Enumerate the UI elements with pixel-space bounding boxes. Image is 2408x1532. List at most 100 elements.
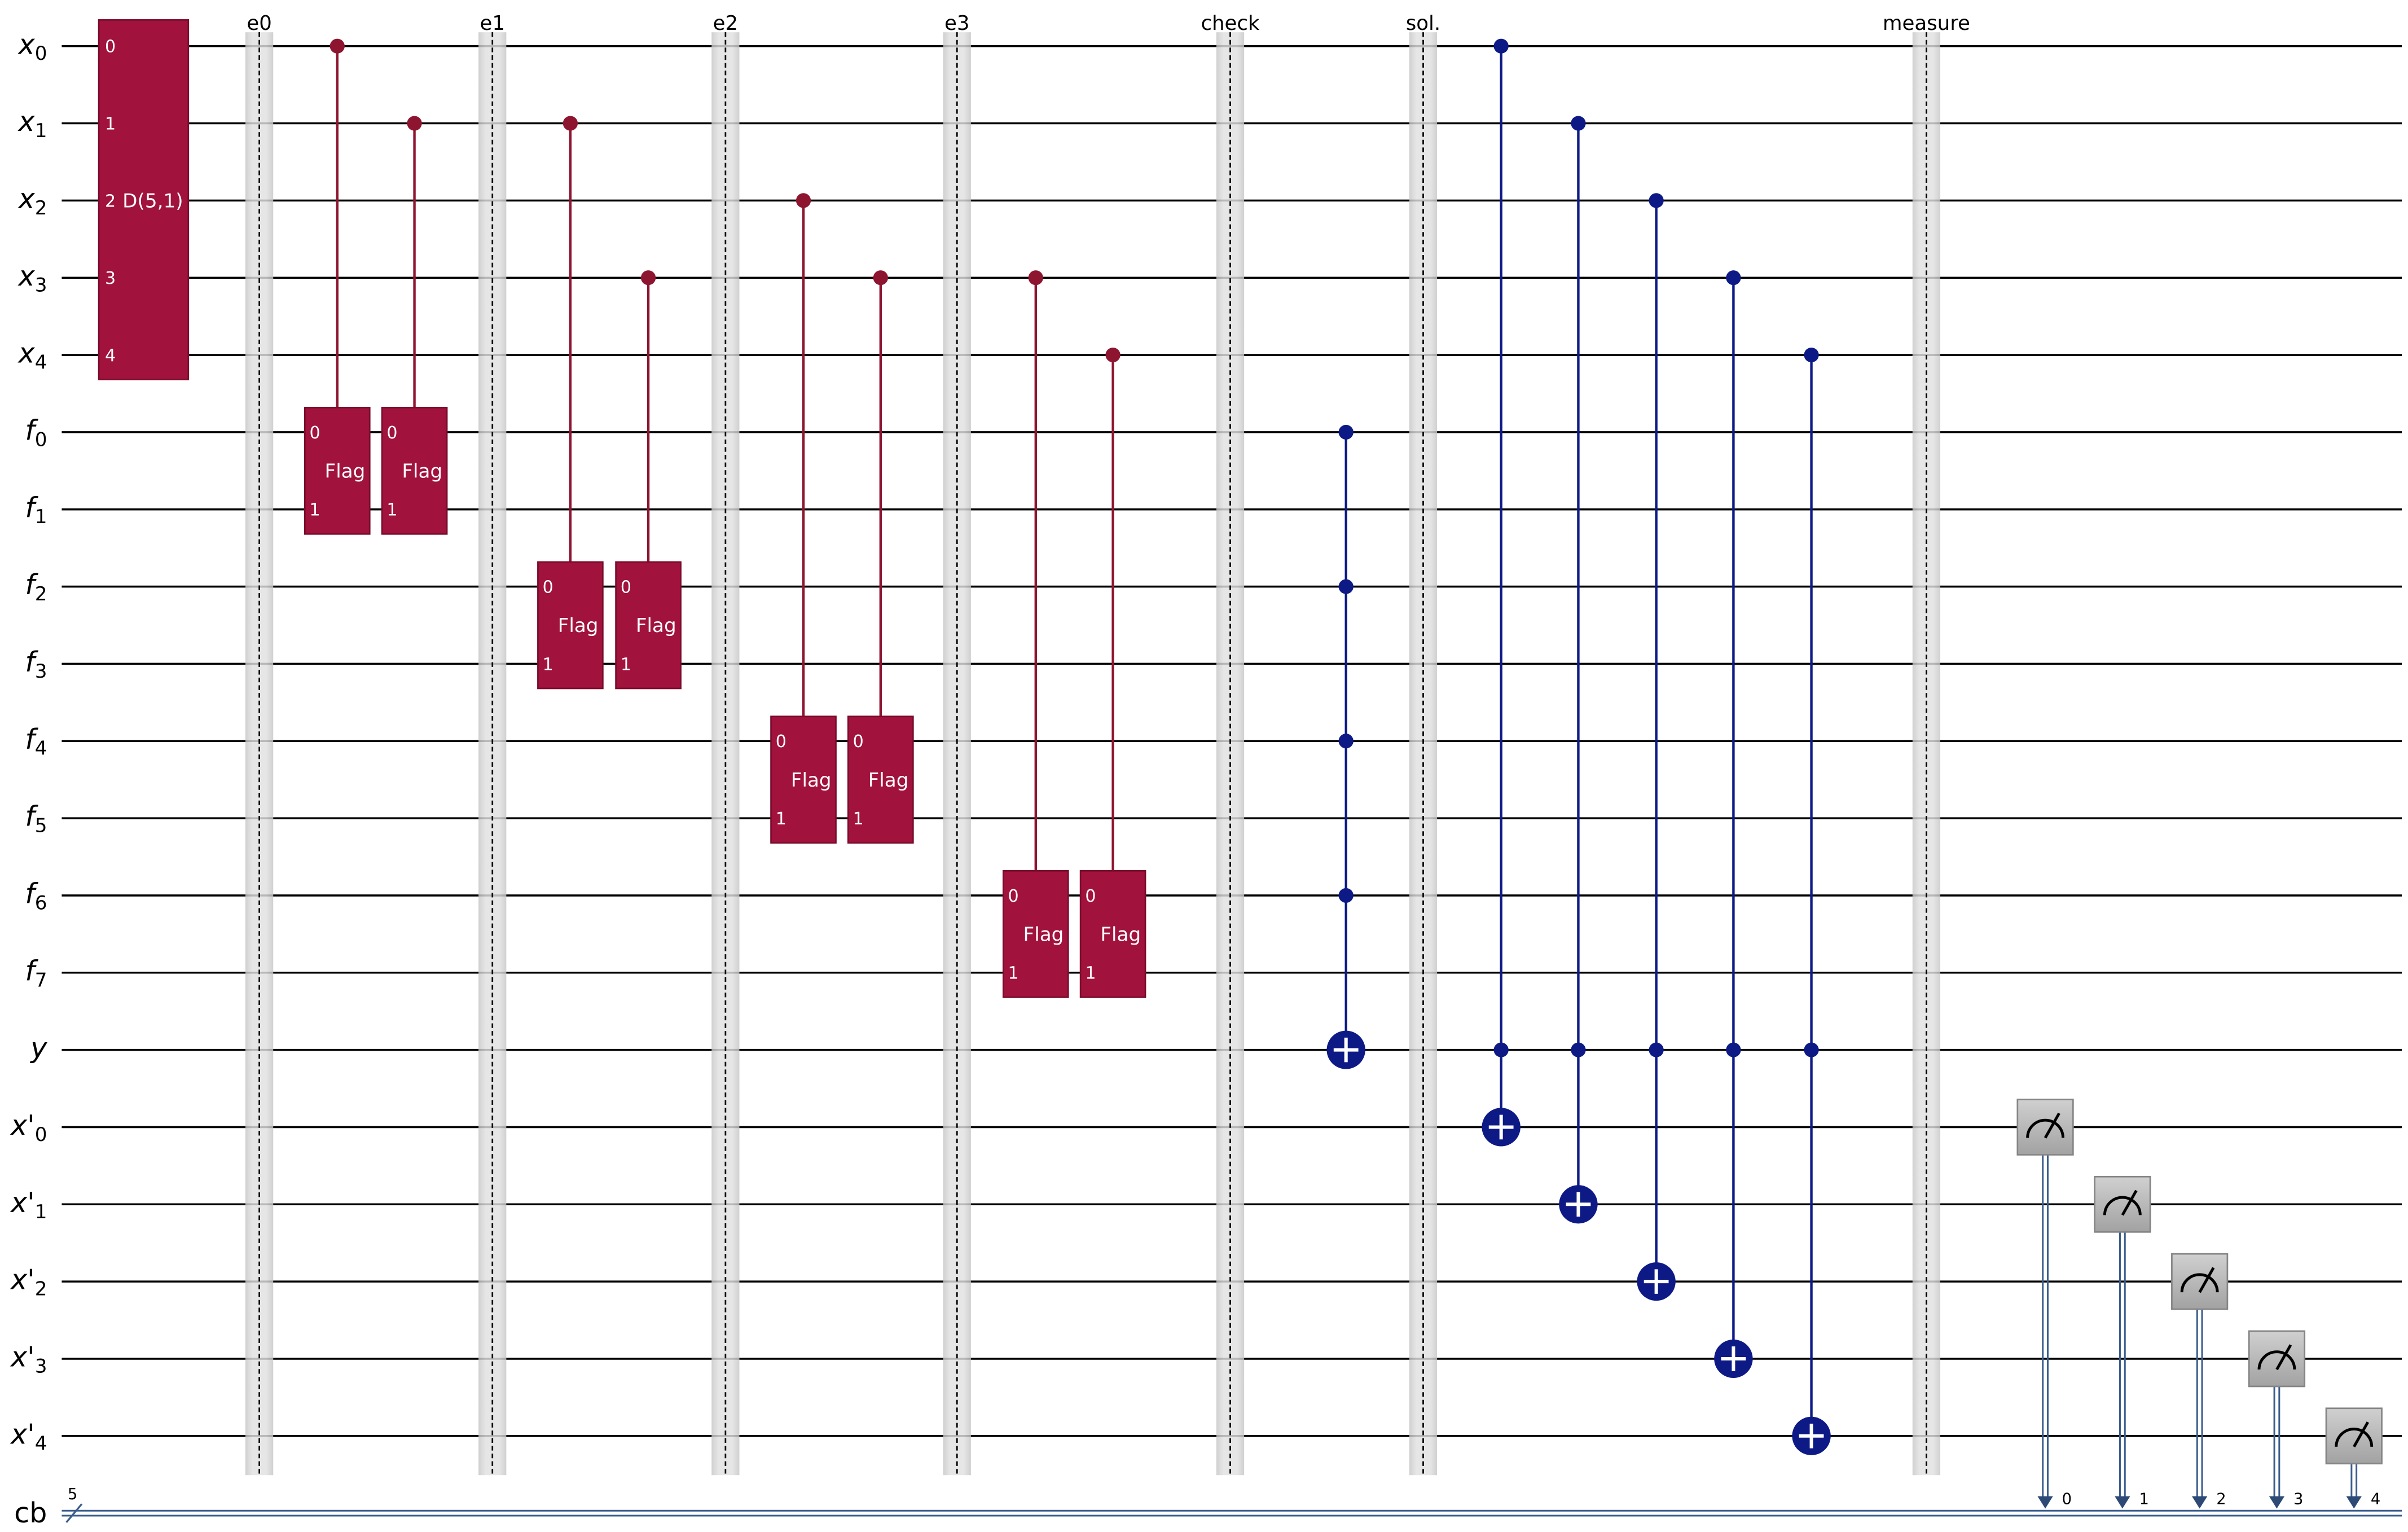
target-plus-icon xyxy=(1799,1424,1824,1448)
gate-name: Flag xyxy=(1100,924,1141,946)
classical-arrow xyxy=(2115,1496,2130,1509)
qubit-label-base: y xyxy=(29,1031,47,1064)
target-plus-icon xyxy=(1721,1346,1746,1371)
multi-controlled-x-gate xyxy=(1559,116,1598,1224)
qubit-label-subscript: 2 xyxy=(35,1278,47,1301)
meter-icon xyxy=(2257,1344,2296,1371)
x-target xyxy=(1559,1185,1598,1224)
gate-box xyxy=(381,406,448,535)
gate-name: Flag xyxy=(868,769,909,792)
qubit-label-base: x xyxy=(17,337,36,370)
gate-name: Flag xyxy=(636,614,676,637)
qubit-label: x'0 xyxy=(10,1109,47,1146)
gate-pin-label: 1 xyxy=(105,114,116,134)
target-plus-icon xyxy=(1644,1269,1669,1294)
gate-box xyxy=(770,715,837,844)
qubit-label: x'2 xyxy=(10,1263,47,1301)
meter-icon xyxy=(2103,1189,2142,1216)
barrier: e3 xyxy=(943,12,971,1476)
control-dot xyxy=(563,116,578,131)
gate-pin-label: 0 xyxy=(776,732,786,752)
control-dot xyxy=(1338,888,1354,903)
barrier: sol. xyxy=(1406,12,1440,1476)
gate-pin-label: 2 xyxy=(105,191,116,211)
target-plus-icon xyxy=(1333,1037,1359,1063)
measure-box xyxy=(2171,1253,2229,1310)
qubit-label-subscript: 1 xyxy=(35,1201,47,1223)
register-size-label: 5 xyxy=(68,1486,77,1503)
measure-box xyxy=(2325,1407,2383,1465)
gate-pin-label: 1 xyxy=(1085,964,1096,984)
control-dot xyxy=(1571,116,1586,131)
classical-register: cb 5 xyxy=(14,1486,2402,1529)
control-dot xyxy=(1493,1042,1509,1057)
control-dot xyxy=(1649,193,1664,208)
gate-box xyxy=(304,406,371,535)
qubit-label: x4 xyxy=(17,337,47,374)
gate-box xyxy=(98,19,190,380)
qubit-label-base: x' xyxy=(10,1341,35,1373)
barrier-label: e3 xyxy=(944,12,969,35)
measurement: 3 xyxy=(2248,1330,2306,1509)
gate-pin-label: 0 xyxy=(310,423,320,443)
multi-controlled-x-gate xyxy=(1714,270,1753,1379)
control-dot xyxy=(1649,1042,1664,1057)
barrier: check xyxy=(1201,12,1260,1476)
control-dot xyxy=(1571,1042,1586,1057)
gates-layer: 01234D(5,1)01Flag01Flag01Flag01Flag01Fla… xyxy=(98,19,2383,1509)
barrier-label: e1 xyxy=(480,12,505,35)
x-target xyxy=(1792,1416,1831,1455)
control-dot xyxy=(1338,734,1354,749)
barrier-label: e2 xyxy=(713,12,738,35)
qubit-label-subscript: 1 xyxy=(35,506,47,528)
gate-name: Flag xyxy=(791,769,832,792)
barrier: measure xyxy=(1883,12,1970,1476)
qubit-label: x0 xyxy=(17,28,47,65)
control-dot xyxy=(1726,270,1741,286)
target-plus-icon xyxy=(1566,1192,1591,1217)
gate-box xyxy=(847,715,914,844)
gate-name: Flag xyxy=(402,460,442,483)
qubit-label-base: x xyxy=(17,182,36,215)
gate-pin-label: 0 xyxy=(386,423,397,443)
control-dot xyxy=(1028,270,1043,286)
gate-pin-label: 1 xyxy=(776,809,786,829)
clbit-label: 1 xyxy=(2139,1490,2148,1508)
measure-box xyxy=(2094,1175,2151,1233)
gate-pin-label: 4 xyxy=(105,346,116,366)
measurement: 2 xyxy=(2171,1253,2229,1509)
custom-gate: 0 1 2 3 4 D(5,1) xyxy=(98,19,190,380)
gate-pin-label: 1 xyxy=(853,809,864,829)
gate-pin-label: 0 xyxy=(1008,886,1019,906)
qubit-label: f3 xyxy=(25,646,47,683)
meter-icon xyxy=(2335,1421,2374,1448)
gate-box xyxy=(1002,870,1069,998)
clbit-label: 4 xyxy=(2371,1490,2380,1508)
qubit-label-subscript: 2 xyxy=(35,583,47,605)
multi-controlled-x-gate xyxy=(1637,193,1676,1301)
qubit-label-subscript: 4 xyxy=(35,1432,47,1455)
qubit-label-subscript: 4 xyxy=(35,352,47,374)
qubit-label-subscript: 1 xyxy=(35,120,47,142)
clbit-label: 2 xyxy=(2216,1490,2226,1508)
gate-name: Flag xyxy=(1023,924,1064,946)
measurement: 4 xyxy=(2325,1407,2383,1509)
classical-arrow xyxy=(2037,1496,2053,1509)
gate-pin-label: 1 xyxy=(543,655,553,674)
multi-controlled-x-gate xyxy=(1482,38,1521,1147)
barrier: e0 xyxy=(245,12,274,1476)
qubit-label-subscript: 3 xyxy=(35,1355,47,1378)
qubit-label-base: x xyxy=(17,28,36,60)
control-dot xyxy=(407,116,422,131)
qubit-label: x'1 xyxy=(10,1186,47,1223)
control-dot xyxy=(1338,424,1354,440)
multi-controlled-x-gate xyxy=(1326,424,1365,1069)
